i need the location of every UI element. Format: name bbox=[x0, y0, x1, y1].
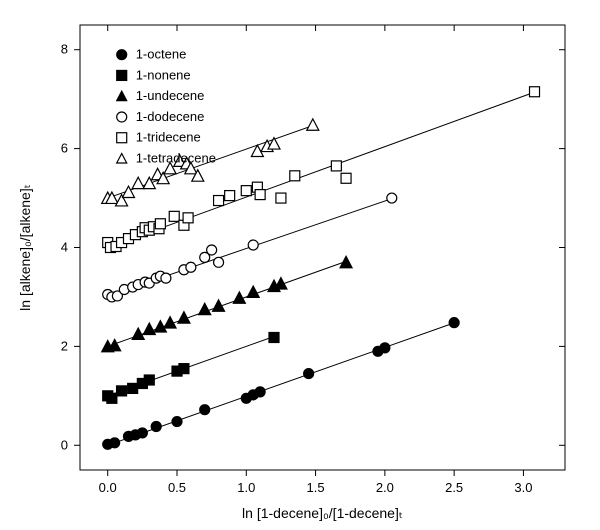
data-point bbox=[207, 245, 217, 255]
legend-marker bbox=[117, 50, 127, 60]
data-point bbox=[341, 173, 351, 183]
x-tick-label: 2.5 bbox=[445, 480, 463, 495]
x-tick-label: 1.5 bbox=[307, 480, 325, 495]
data-point bbox=[183, 213, 193, 223]
legend-label: 1-undecene bbox=[136, 88, 205, 103]
legend-marker bbox=[117, 112, 127, 122]
data-point bbox=[449, 318, 459, 328]
data-point bbox=[340, 256, 352, 267]
data-point bbox=[304, 369, 314, 379]
x-tick-label: 0.5 bbox=[168, 480, 186, 495]
legend-marker bbox=[117, 133, 127, 143]
legend-label: 1-octene bbox=[136, 47, 187, 62]
data-point bbox=[199, 303, 211, 314]
data-point bbox=[225, 191, 235, 201]
data-point bbox=[107, 393, 117, 403]
legend-label: 1-dodecene bbox=[136, 109, 205, 124]
data-point bbox=[255, 387, 265, 397]
y-tick-label: 2 bbox=[61, 338, 68, 353]
y-axis-label: ln [alkene]₀/[alkene]ₜ bbox=[17, 184, 33, 311]
data-point bbox=[241, 186, 251, 196]
data-point bbox=[161, 273, 171, 283]
legend-marker bbox=[117, 91, 127, 101]
data-point bbox=[155, 219, 165, 229]
data-point bbox=[307, 119, 319, 130]
data-point bbox=[128, 383, 138, 393]
data-point bbox=[247, 286, 259, 297]
x-tick-label: 3.0 bbox=[514, 480, 532, 495]
x-tick-label: 1.0 bbox=[237, 480, 255, 495]
data-point bbox=[179, 364, 189, 374]
y-tick-label: 8 bbox=[61, 42, 68, 57]
y-tick-label: 4 bbox=[61, 240, 68, 255]
data-point bbox=[132, 177, 144, 188]
x-axis-label: ln [1-decene]₀/[1-decene]ₜ bbox=[242, 505, 403, 521]
data-point bbox=[143, 323, 155, 334]
x-tick-label: 0.0 bbox=[99, 480, 117, 495]
data-point bbox=[200, 405, 210, 415]
x-tick-label: 2.0 bbox=[376, 480, 394, 495]
y-tick-label: 0 bbox=[61, 437, 68, 452]
legend-label: 1-tetradecene bbox=[136, 151, 216, 166]
data-point bbox=[110, 438, 120, 448]
data-point bbox=[268, 138, 280, 149]
data-point bbox=[214, 257, 224, 267]
data-point bbox=[214, 196, 224, 206]
legend-label: 1-tridecene bbox=[136, 130, 201, 145]
data-point bbox=[117, 386, 127, 396]
data-point bbox=[269, 332, 279, 342]
data-point bbox=[387, 193, 397, 203]
legend-label: 1-nonene bbox=[136, 67, 191, 82]
data-point bbox=[172, 417, 182, 427]
data-point bbox=[255, 190, 265, 200]
legend-marker bbox=[117, 154, 127, 164]
data-point bbox=[144, 375, 154, 385]
data-point bbox=[169, 211, 179, 221]
data-point bbox=[380, 343, 390, 353]
data-point bbox=[137, 428, 147, 438]
data-point bbox=[331, 161, 341, 171]
legend-marker bbox=[117, 70, 127, 80]
chart-container: 0.0 0.5 1.0 1.5 2.0 2.5 3.0 0 2 4 6 8 ln [1-decene]₀… bbox=[0, 0, 600, 530]
data-point bbox=[186, 262, 196, 272]
data-point bbox=[248, 240, 258, 250]
data-point bbox=[530, 87, 540, 97]
data-point bbox=[276, 193, 286, 203]
data-point bbox=[290, 171, 300, 181]
y-tick-label: 6 bbox=[61, 141, 68, 156]
scatter-chart: 0.0 0.5 1.0 1.5 2.0 2.5 3.0 0 2 4 6 8 ln [1-decene]₀… bbox=[0, 0, 600, 530]
data-point bbox=[151, 421, 161, 431]
